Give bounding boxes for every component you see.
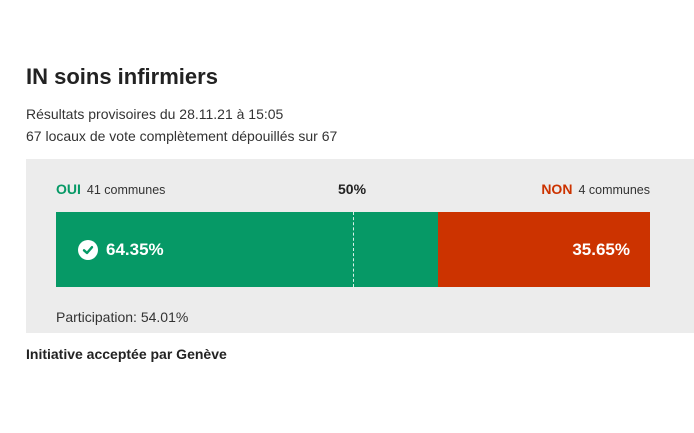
results-timestamp: Résultats provisoires du 28.11.21 à 15:0…	[26, 106, 284, 122]
no-header: NON 4 communes	[541, 181, 650, 197]
yes-label: OUI	[56, 181, 81, 197]
yes-communes-count: 41 communes	[86, 183, 166, 197]
majority-line	[353, 212, 354, 287]
yes-bar-segment: 64.35%	[56, 212, 439, 287]
yes-header: OUI 41 communes	[56, 181, 165, 197]
page-title: IN soins infirmiers	[26, 64, 218, 89]
no-percentage: 35.65%	[572, 239, 630, 259]
no-bar-segment: 35.65%	[438, 212, 650, 287]
majority-threshold-label: 50%	[338, 181, 367, 197]
check-circle-icon	[78, 239, 98, 260]
no-communes-count: 4 communes	[578, 183, 650, 197]
vote-result-panel: OUI 41 communes 50% NON 4 communes 64.35% …	[26, 159, 694, 333]
result-statement: Initiative acceptée par Genève	[26, 346, 227, 362]
yes-percentage: 64.35%	[106, 239, 164, 259]
result-bar: 64.35% 35.65%	[56, 212, 650, 287]
participation-rate: Participation: 54.01%	[56, 309, 189, 325]
no-label: NON	[541, 181, 573, 197]
counting-status: 67 locaux de vote complètement dépouillé…	[26, 128, 338, 144]
